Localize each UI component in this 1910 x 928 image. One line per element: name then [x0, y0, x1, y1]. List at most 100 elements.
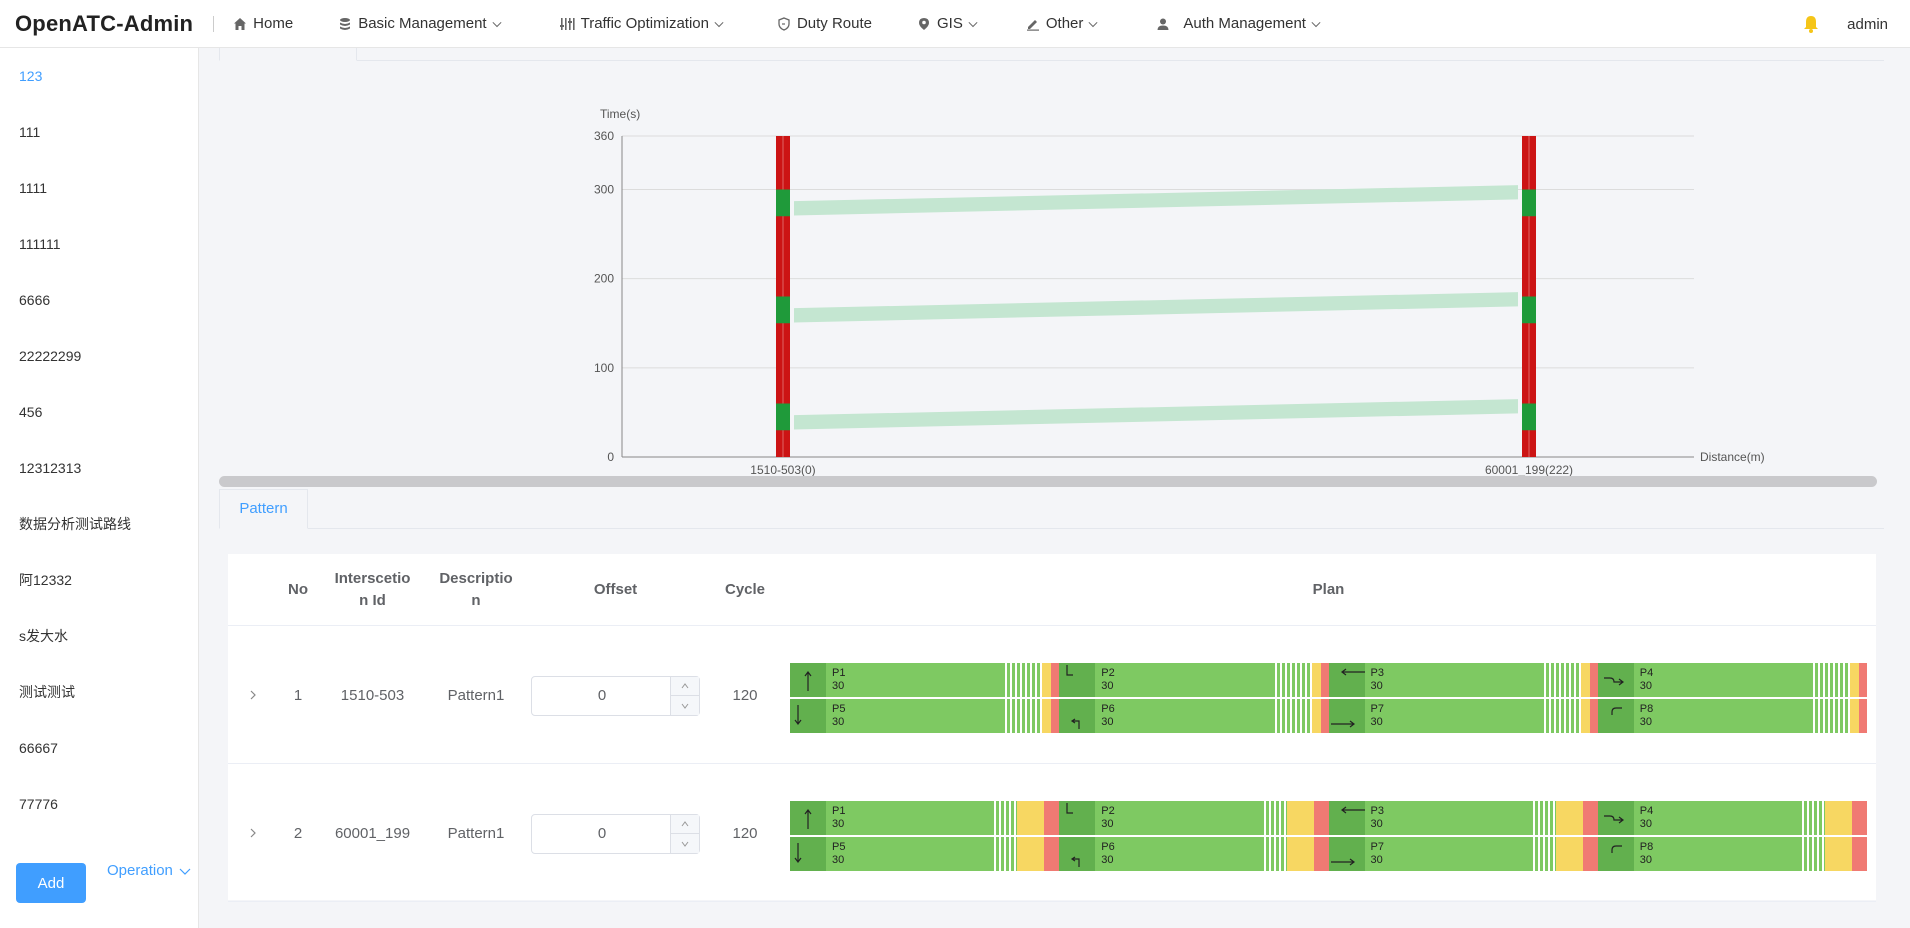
horizontal-scrollbar[interactable] — [219, 476, 1877, 487]
operation-dropdown[interactable]: Operation — [107, 862, 191, 879]
col-intersection-id-line2: n Id — [359, 592, 386, 609]
phase-yellow-segment — [1850, 663, 1859, 697]
phase-duration: 30 — [832, 716, 845, 728]
chevron-down-icon — [492, 19, 502, 29]
plan-bar[interactable]: P1 30 P2 30 P3 30 P4 30 P5 30 P6 30 P7 30 P8 30 — [790, 801, 1867, 871]
route-item[interactable]: 123 — [19, 68, 43, 84]
add-button[interactable]: Add — [16, 863, 86, 903]
nav-home-label: Home — [253, 15, 294, 32]
expand-toggle[interactable] — [228, 764, 278, 902]
phase-flash-green-segment — [1529, 801, 1556, 835]
route-item[interactable]: 阿12332 — [19, 572, 72, 588]
phase-label: P7 30 — [1371, 703, 1384, 729]
phase-red-segment — [1313, 837, 1329, 871]
phase-yellow-segment — [1311, 663, 1321, 697]
operation-label: Operation — [107, 862, 173, 879]
nav-duty-route[interactable]: Duty Route — [776, 0, 872, 48]
offset-input[interactable]: 0 — [531, 814, 700, 854]
route-item[interactable]: 12312313 — [19, 460, 82, 476]
stepper-up-icon[interactable] — [671, 677, 699, 696]
app-logo[interactable]: OpenATC-Admin — [15, 10, 194, 36]
phase-duration: 30 — [1101, 716, 1114, 728]
edit-icon — [1025, 16, 1041, 32]
phase-red-segment — [1320, 663, 1329, 697]
phase-name: P3 — [1370, 805, 1384, 817]
y-tick-label: 360 — [594, 129, 614, 143]
table-row[interactable]: 1 1510-503 Pattern1 0 120 P1 30 P2 30 P3 30 P4… — [228, 626, 1876, 764]
nav-basic-management[interactable]: Basic Management — [337, 0, 502, 48]
chevron-down-icon — [1311, 19, 1321, 29]
phase-flash-green-segment — [1271, 699, 1312, 733]
plan-bar[interactable]: P1 30 P2 30 P3 30 P4 30 P5 30 P6 30 P7 30 P8 30 — [790, 663, 1867, 733]
offset-stepper[interactable] — [670, 677, 699, 715]
nav-traffic-optimization[interactable]: Traffic Optimization — [559, 0, 724, 48]
signal-green-window — [776, 189, 790, 217]
phase-red-segment — [1051, 699, 1060, 733]
route-item[interactable]: 数据分析测试路线 — [19, 516, 131, 532]
phase-name: P6 — [1101, 703, 1115, 715]
route-list: 123 111 1111 111111 6666 22222299 456 12312313 数… — [0, 48, 198, 832]
phase-name: P8 — [1639, 703, 1654, 715]
phase-label: P6 30 — [1101, 703, 1114, 729]
phase-green-segment — [1633, 663, 1810, 697]
phase-red-segment — [1589, 699, 1598, 733]
offset-stepper[interactable] — [670, 815, 699, 853]
col-description: Descriptio n — [426, 554, 526, 626]
time-space-chart-svg: 0 100 200 300 360 Time(s) Distance(m) 1510-503(… — [594, 107, 1765, 477]
phase-flash-green-segment — [1271, 663, 1312, 697]
route-item[interactable]: 22222299 — [19, 348, 82, 364]
x-tick-label: 60001_199(222) — [1485, 463, 1573, 477]
phase-green-segment — [1364, 663, 1541, 697]
nav-other[interactable]: Other — [1025, 0, 1099, 48]
route-item[interactable]: 77776 — [19, 796, 58, 812]
phase-flash-green-segment — [1002, 663, 1043, 697]
time-space-diagram: 0 100 200 300 360 Time(s) Distance(m) 1510-503(… — [199, 48, 1910, 478]
phase-label: P4 30 — [1640, 805, 1653, 831]
phase-yellow-segment — [1850, 699, 1859, 733]
route-item[interactable]: 111 — [19, 124, 41, 140]
phase-name: P4 — [1639, 805, 1654, 817]
top-tab-active[interactable] — [219, 48, 357, 61]
route-item[interactable]: 1111 — [19, 180, 48, 196]
phase-duration: 30 — [1639, 818, 1652, 830]
phase-name: P7 — [1370, 841, 1384, 853]
phase-yellow-segment — [1286, 801, 1314, 835]
route-item[interactable]: 测试测试 — [19, 684, 75, 700]
pattern-table: No Interscetio n Id Descriptio n Offset … — [228, 554, 1876, 902]
phase-duration: 30 — [832, 854, 845, 866]
phase-direction-icon — [1597, 699, 1634, 733]
route-item[interactable]: 111111 — [19, 236, 61, 252]
phase-flash-green-segment — [1260, 837, 1287, 871]
table-row[interactable]: 2 60001_199 Pattern1 0 120 P1 30 P2 30 P3 30 P… — [228, 764, 1876, 902]
route-item[interactable]: 456 — [19, 404, 43, 420]
stepper-down-icon[interactable] — [671, 834, 699, 853]
col-description-line2: n — [471, 592, 481, 609]
y-axis-label: Time(s) — [600, 107, 640, 121]
offset-input[interactable]: 0 — [531, 676, 700, 716]
nav-gis[interactable]: GIS — [916, 0, 978, 48]
route-item[interactable]: 6666 — [19, 292, 51, 308]
signal-green-window — [1522, 189, 1536, 217]
phase-yellow-segment — [1017, 837, 1045, 871]
tab-pattern[interactable]: Pattern — [219, 489, 308, 529]
phase-name: P3 — [1370, 667, 1384, 679]
phase-red-segment — [1859, 663, 1867, 697]
chevron-down-icon — [714, 19, 724, 29]
database-icon — [337, 16, 353, 32]
user-menu[interactable]: admin — [1847, 16, 1888, 33]
signal-green-window — [776, 403, 790, 431]
user-icon — [1155, 16, 1171, 32]
nav-home[interactable]: Home — [232, 0, 293, 48]
expand-toggle[interactable] — [228, 626, 278, 764]
phase-direction-icon — [790, 699, 826, 733]
bell-icon[interactable] — [1801, 14, 1821, 34]
phase-flash-green-segment — [991, 837, 1018, 871]
route-item[interactable]: 66667 — [19, 740, 58, 756]
nav-auth-management[interactable]: Auth Management — [1155, 0, 1321, 48]
col-cycle: Cycle — [724, 581, 766, 598]
route-item[interactable]: s发大水 — [19, 628, 68, 644]
phase-red-segment — [1320, 699, 1329, 733]
stepper-up-icon[interactable] — [671, 815, 699, 834]
phase-duration: 30 — [1639, 854, 1652, 866]
stepper-down-icon[interactable] — [671, 696, 699, 715]
